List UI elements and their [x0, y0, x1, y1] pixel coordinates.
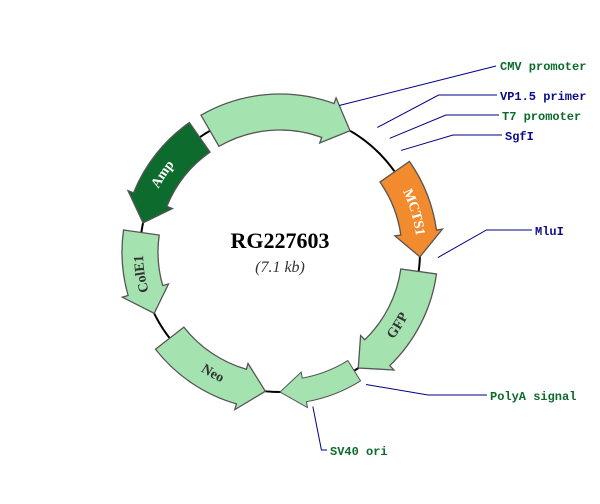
callout-line [339, 66, 496, 106]
plasmid-map: CMV promoterMCTS1GFPNeoColE1AmpVP1.5 pri… [0, 0, 600, 504]
callout-line [313, 407, 327, 450]
callout-line [366, 385, 487, 395]
callout-label: VP1.5 primer [500, 90, 586, 104]
plasmid-size: (7.1 kb) [255, 259, 305, 276]
callout-label: SV40 ori [330, 445, 388, 459]
callout-label: SgfI [505, 130, 534, 144]
callout-line [377, 95, 497, 127]
callout-label: PolyA signal [490, 390, 576, 404]
callout-line [401, 135, 502, 150]
callout-line [438, 230, 532, 258]
plasmid-name: RG227603 [231, 228, 330, 253]
callout-label: CMV promoter [500, 60, 586, 74]
feature-polyA-region [280, 361, 361, 408]
callout-label: MluI [535, 225, 564, 239]
feature-cmv-promoter [201, 94, 350, 146]
callout-label: T7 promoter [502, 110, 581, 124]
